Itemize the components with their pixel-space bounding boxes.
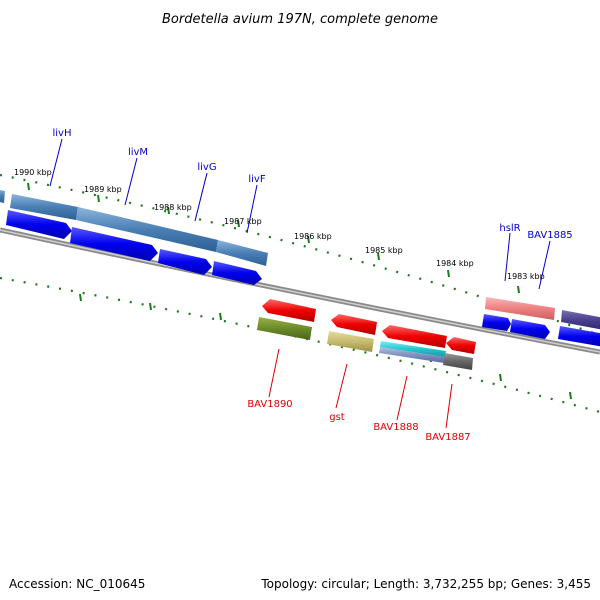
ruler-ticks-bottom [0, 276, 600, 414]
gene-block[interactable] [76, 207, 218, 252]
gene-label-livH[interactable]: livH [53, 128, 72, 139]
kbp-labels: 1990 kbp 1989 kbp 1988 kbp 1987 kbp 1986… [14, 168, 545, 281]
gene-track-top-outer [0, 189, 268, 266]
gene-labels-bottom: BAV1890 gst BAV1888 BAV1887 [247, 399, 470, 443]
gene-connectors-top [49, 138, 551, 290]
gene-block[interactable] [216, 240, 268, 266]
gene-arrow[interactable] [70, 227, 158, 261]
map-title: Bordetella avium 197N, complete genome [162, 12, 438, 27]
accession-text: Accession: NC_010645 [9, 577, 146, 591]
gene-label-BAV1887[interactable]: BAV1887 [425, 432, 470, 443]
kbp-label: 1987 kbp [224, 217, 262, 226]
gene-connectors-bottom [268, 348, 453, 429]
ruler-ticks-top [0, 173, 600, 337]
genome-stats-text: Topology: circular; Length: 3,732,255 bp… [261, 577, 591, 591]
gene-arrow[interactable] [482, 314, 511, 331]
gene-labels-top: livH livM livG livF hslR BAV1885 [53, 128, 573, 241]
gene-label-BAV1890[interactable]: BAV1890 [247, 399, 292, 410]
gene-arrow[interactable] [382, 325, 447, 348]
gene-block[interactable] [327, 331, 374, 352]
gene-label-gst[interactable]: gst [329, 412, 345, 423]
gene-block[interactable] [380, 341, 446, 357]
gene-arrow[interactable] [212, 261, 262, 285]
gene-track-top-inner [6, 210, 262, 285]
kbp-label: 1990 kbp [14, 168, 52, 177]
gene-arrow[interactable] [158, 249, 212, 275]
gene-block[interactable] [257, 317, 312, 340]
kbp-label: 1983 kbp [507, 272, 545, 281]
gene-block[interactable] [485, 297, 555, 320]
gene-arrow[interactable] [262, 299, 316, 322]
gene-track-bottom [257, 299, 476, 370]
gene-arrow[interactable] [6, 210, 72, 239]
gene-arrow[interactable] [446, 337, 476, 354]
gene-track-right [482, 297, 600, 347]
gene-block[interactable] [0, 189, 5, 203]
gene-label-livF[interactable]: livF [248, 174, 265, 185]
gene-label-BAV1885[interactable]: BAV1885 [527, 230, 572, 241]
kbp-label: 1985 kbp [365, 246, 403, 255]
gene-label-BAV1888[interactable]: BAV1888 [373, 422, 418, 433]
gene-block[interactable] [443, 353, 473, 370]
gene-block[interactable] [10, 194, 78, 220]
gene-label-livM[interactable]: livM [128, 147, 148, 158]
gene-label-hslR[interactable]: hslR [499, 223, 520, 234]
gene-arrow[interactable] [331, 314, 377, 335]
gene-block[interactable] [379, 347, 445, 363]
kbp-label: 1986 kbp [294, 232, 332, 241]
kbp-label: 1988 kbp [154, 203, 192, 212]
gene-block[interactable] [558, 326, 600, 347]
gene-block[interactable] [561, 310, 600, 330]
kbp-label: 1989 kbp [84, 185, 122, 194]
gene-label-livG[interactable]: livG [197, 162, 216, 173]
kbp-label: 1984 kbp [436, 259, 474, 268]
gene-arrow[interactable] [510, 319, 550, 339]
genome-backbone [0, 227, 600, 355]
